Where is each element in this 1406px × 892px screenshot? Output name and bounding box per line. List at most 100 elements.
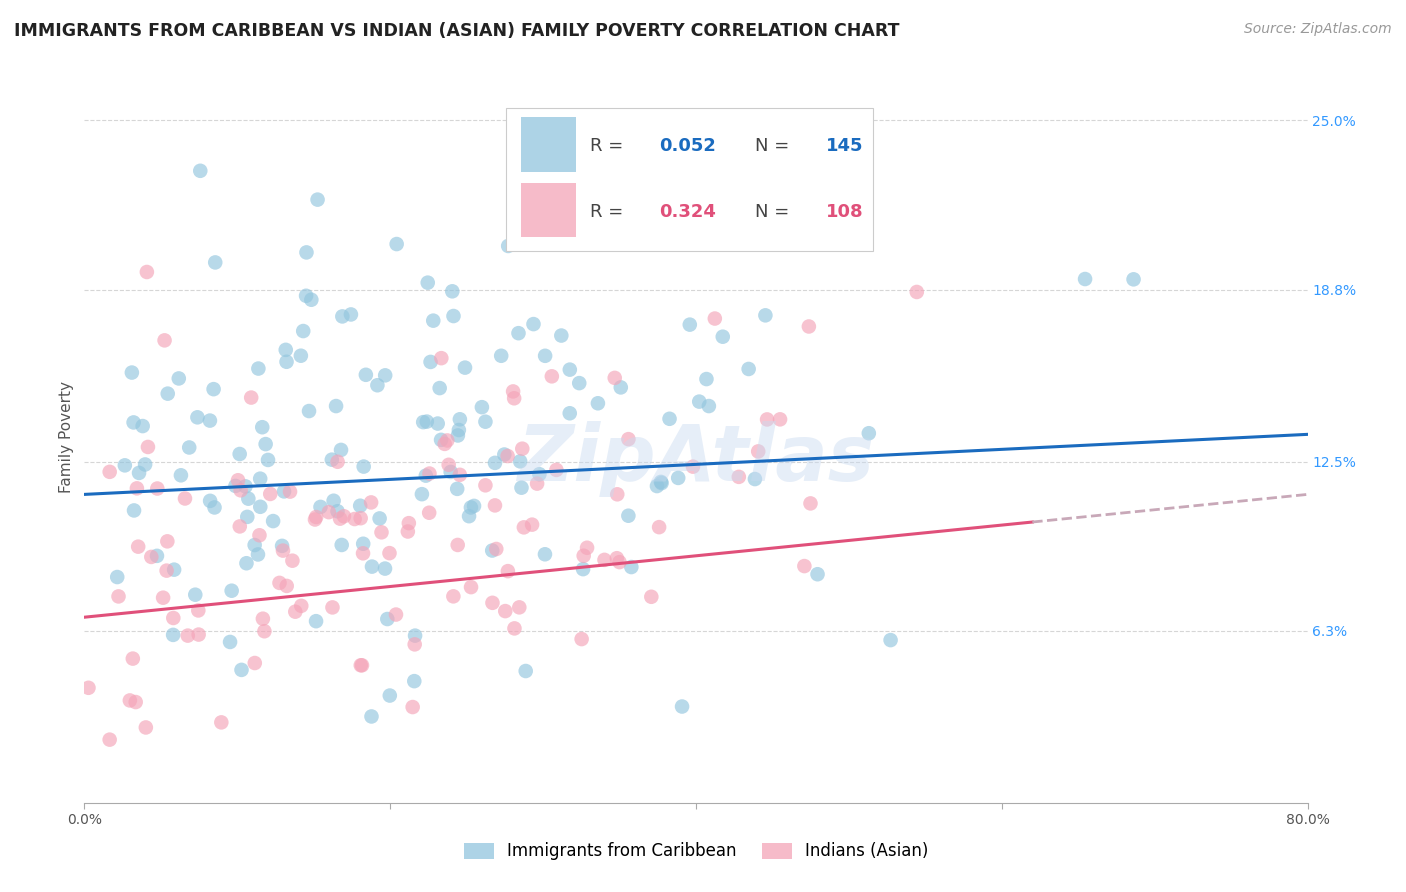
Point	[430, 351, 453, 366]
Point	[402, 700, 425, 714]
Point	[440, 465, 463, 479]
Point	[744, 472, 766, 486]
Point	[609, 555, 631, 569]
Point	[711, 329, 734, 343]
Point	[769, 412, 792, 426]
Point	[503, 391, 526, 405]
Point	[510, 442, 533, 456]
Point	[247, 361, 270, 376]
Point	[793, 559, 815, 574]
Point	[187, 603, 209, 617]
Point	[650, 475, 672, 489]
Point	[162, 611, 184, 625]
Point	[360, 495, 382, 509]
Point	[651, 476, 673, 491]
Point	[494, 448, 516, 462]
Point	[418, 467, 440, 481]
Point	[447, 423, 470, 437]
Point	[295, 289, 318, 303]
Point	[326, 455, 349, 469]
Point	[254, 437, 277, 451]
Point	[540, 369, 562, 384]
Point	[318, 505, 340, 519]
Point	[309, 500, 332, 514]
Bar	[522, 183, 576, 237]
Point	[330, 310, 353, 324]
Point	[202, 382, 225, 396]
Point	[416, 276, 439, 290]
Point	[496, 239, 519, 253]
Point	[219, 635, 242, 649]
Point	[484, 456, 506, 470]
Point	[446, 482, 468, 496]
Point	[229, 519, 252, 533]
Point	[177, 629, 200, 643]
Point	[682, 459, 704, 474]
Point	[235, 479, 257, 493]
Point	[305, 510, 328, 524]
Point	[125, 481, 148, 495]
Point	[299, 293, 322, 307]
Point	[666, 471, 689, 485]
Point	[174, 491, 197, 506]
Point	[515, 664, 537, 678]
Point	[352, 537, 374, 551]
Point	[249, 500, 271, 514]
Point	[249, 472, 271, 486]
Point	[224, 479, 246, 493]
Point	[799, 496, 821, 510]
Text: 108: 108	[825, 202, 863, 221]
Point	[141, 549, 163, 564]
Point	[510, 481, 533, 495]
Text: IMMIGRANTS FROM CARIBBEAN VS INDIAN (ASIAN) FAMILY POVERTY CORRELATION CHART: IMMIGRANTS FROM CARIBBEAN VS INDIAN (ASI…	[14, 22, 900, 40]
Point	[489, 349, 512, 363]
Point	[806, 567, 828, 582]
Point	[136, 440, 159, 454]
Point	[240, 391, 263, 405]
Point	[167, 371, 190, 385]
Point	[198, 493, 221, 508]
Point	[454, 360, 477, 375]
Point	[229, 483, 252, 498]
Text: N =: N =	[755, 137, 794, 155]
Point	[378, 689, 401, 703]
Point	[503, 621, 526, 635]
Point	[330, 538, 353, 552]
Point	[271, 539, 294, 553]
Point	[426, 417, 449, 431]
Point	[252, 612, 274, 626]
Point	[122, 416, 145, 430]
Point	[350, 511, 373, 525]
Point	[460, 580, 482, 594]
Point	[156, 534, 179, 549]
Point	[481, 543, 503, 558]
Point	[620, 560, 643, 574]
Point	[127, 540, 149, 554]
Point	[156, 564, 179, 578]
Point	[508, 600, 530, 615]
Point	[572, 562, 595, 576]
Point	[135, 721, 157, 735]
Point	[322, 493, 344, 508]
Point	[905, 285, 928, 299]
Point	[262, 514, 284, 528]
Point	[77, 681, 100, 695]
Point	[114, 458, 136, 473]
Point	[571, 632, 593, 646]
Text: 145: 145	[825, 137, 863, 155]
Point	[321, 452, 343, 467]
Point	[671, 699, 693, 714]
Point	[271, 543, 294, 558]
Point	[617, 236, 640, 251]
Point	[375, 612, 398, 626]
Point	[153, 334, 176, 348]
Point	[321, 600, 343, 615]
Point	[404, 637, 426, 651]
Point	[121, 651, 143, 665]
Point	[184, 588, 207, 602]
Text: R =: R =	[589, 137, 628, 155]
Point	[329, 511, 352, 525]
Point	[447, 538, 470, 552]
Point	[508, 145, 530, 159]
Point	[243, 538, 266, 552]
